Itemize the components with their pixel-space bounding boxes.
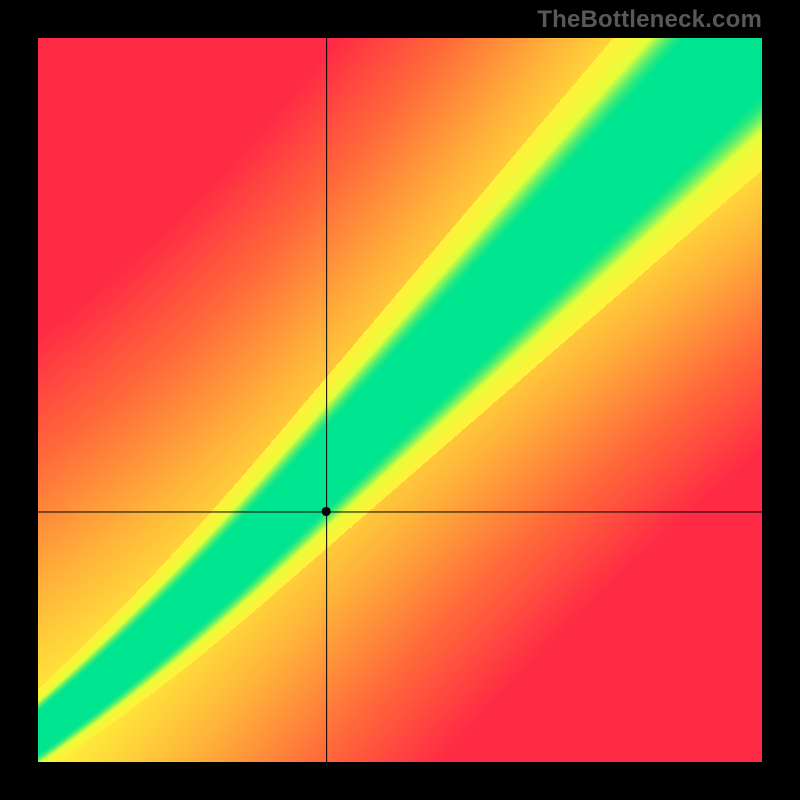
bottleneck-heatmap bbox=[38, 38, 762, 762]
watermark-text: TheBottleneck.com bbox=[537, 6, 762, 34]
chart-container: TheBottleneck.com bbox=[0, 0, 800, 800]
